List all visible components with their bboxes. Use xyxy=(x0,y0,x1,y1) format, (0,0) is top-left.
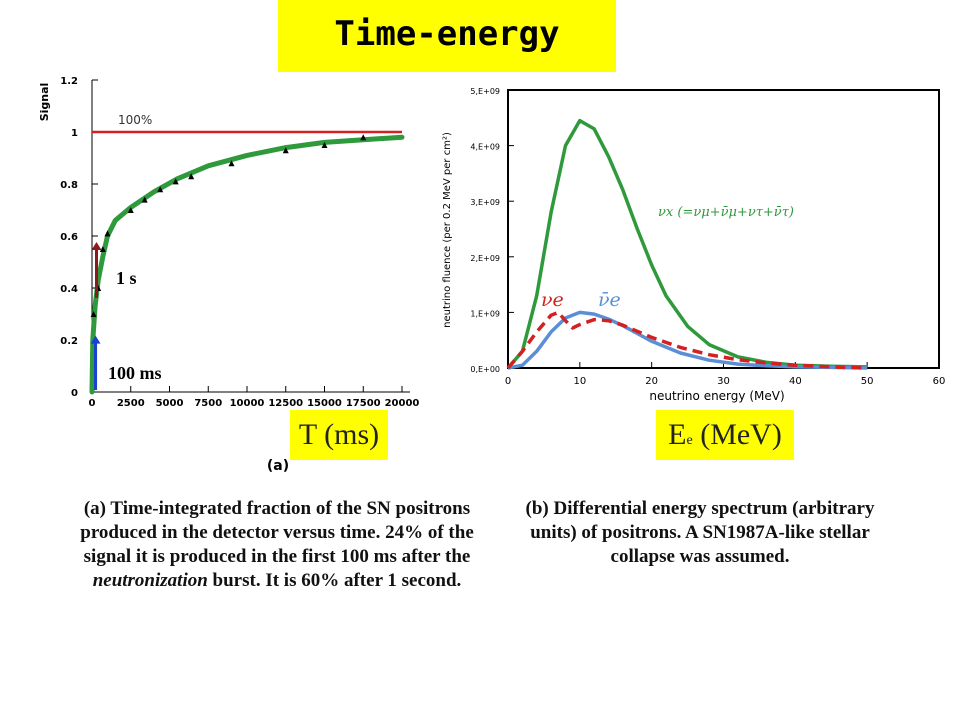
caption-left: (a) Time-integrated fraction of the SN p… xyxy=(72,497,482,593)
left-x-tick-label: 17500 xyxy=(346,398,381,409)
caption-left-italic: neutronization xyxy=(92,570,208,591)
right-y-axis-label: neutrino fluence (per 0.2 MeV per cm²) xyxy=(442,132,453,328)
right-y-tick-label: 1,E+09 xyxy=(470,309,500,318)
signal-data-marker xyxy=(172,178,179,185)
time-axis-badge: T (ms) xyxy=(290,410,388,460)
left-y-tick-label: 0.2 xyxy=(60,336,78,347)
signal-data-marker xyxy=(90,311,97,317)
left-y-tick-label: 0 xyxy=(71,388,78,399)
legend-nue: νe xyxy=(541,289,564,311)
signal-data-marker xyxy=(99,246,106,252)
signal-fit-line xyxy=(89,134,405,395)
right-x-tick-label: 0 xyxy=(505,376,511,387)
energy-subscript: e xyxy=(686,433,693,448)
caption-left-part2: burst. It is 60% after 1 second. xyxy=(207,570,462,591)
right-x-tick-label: 20 xyxy=(645,376,658,387)
annotation-100ms: 100 ms xyxy=(108,363,162,383)
left-y-tick-label: 1 xyxy=(71,128,78,139)
right-y-tick-label: 2,E+09 xyxy=(470,254,500,263)
energy-unit: (MeV) xyxy=(692,418,782,451)
left-y-tick-label: 0.4 xyxy=(60,284,78,295)
right-y-tick-label: 3,E+09 xyxy=(470,198,500,207)
legend-anti-nue: ν̄e xyxy=(598,289,621,311)
left-y-tick-label: 0.8 xyxy=(60,180,78,191)
legend-nux: νx (=νμ+ν̄μ+ντ+ν̄τ) xyxy=(658,205,794,220)
signal-data-marker xyxy=(104,230,111,237)
spectrum-series-line-2 xyxy=(506,310,868,370)
title-background xyxy=(278,0,616,72)
spectrum-series-line-1 xyxy=(507,310,868,370)
right-y-tick-label: 5,E+09 xyxy=(470,87,500,96)
caption-left-part1: (a) Time-integrated fraction of the SN p… xyxy=(80,498,474,567)
signal-data-marker xyxy=(321,142,328,148)
reference-line-label: 100% xyxy=(118,113,152,127)
left-y-tick-label: 1.2 xyxy=(60,76,78,87)
left-y-axis-label: Signal xyxy=(38,83,51,122)
left-x-tick-label: 15000 xyxy=(307,398,342,409)
right-x-tick-label: 40 xyxy=(789,376,802,387)
signal-data-marker xyxy=(228,160,235,167)
signal-data-marker xyxy=(360,134,367,141)
right-x-tick-label: 10 xyxy=(573,376,586,387)
spectrum-series-line-0 xyxy=(506,118,868,370)
right-x-tick-label: 50 xyxy=(861,376,874,387)
signal-data-marker xyxy=(282,147,289,154)
left-y-tick-label: 0.6 xyxy=(60,232,78,243)
slide-title: Time-energy xyxy=(334,14,560,54)
left-x-tick-label: 2500 xyxy=(117,398,145,409)
right-x-tick-label: 30 xyxy=(717,376,730,387)
energy-symbol: E xyxy=(668,418,687,451)
left-x-tick-label: 0 xyxy=(89,398,96,409)
right-y-tick-label: 4,E+09 xyxy=(470,143,500,152)
left-x-tick-label: 20000 xyxy=(385,398,420,409)
energy-axis-badge: Ee (MeV) xyxy=(656,410,794,460)
arrow-1s-head xyxy=(91,242,102,250)
right-y-tick-label: 0,E+00 xyxy=(470,365,500,374)
right-x-tick-label: 60 xyxy=(933,376,946,387)
right-x-axis-label: neutrino energy (MeV) xyxy=(649,389,784,403)
left-x-tick-label: 12500 xyxy=(268,398,303,409)
signal-data-marker xyxy=(188,173,195,180)
panel-a-label: (a) xyxy=(267,458,289,474)
caption-right: (b) Differential energy spectrum (arbitr… xyxy=(525,498,875,567)
left-x-tick-label: 10000 xyxy=(230,398,265,409)
left-x-tick-label: 7500 xyxy=(194,398,222,409)
left-x-tick-label: 5000 xyxy=(156,398,184,409)
signal-data-marker xyxy=(157,186,164,193)
arrow-100ms-head xyxy=(90,335,101,344)
signal-data-marker xyxy=(141,196,148,203)
annotation-1s: 1 s xyxy=(116,268,137,288)
signal-data-marker xyxy=(127,207,134,213)
